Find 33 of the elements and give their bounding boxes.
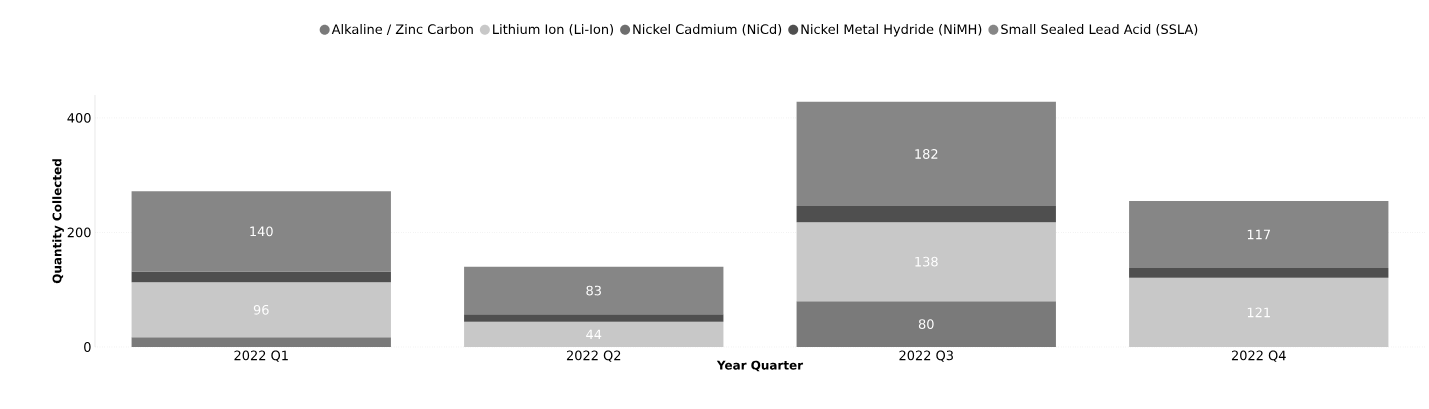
bar: [464, 266, 724, 315]
y-axis-title: Quantity Collected: [52, 159, 64, 284]
bar: [1129, 277, 1389, 347]
x-tick-label: 2022 Q2: [566, 350, 621, 362]
bar: [796, 222, 1056, 302]
x-tick-label: 2022 Q3: [899, 350, 953, 362]
bar: [796, 101, 1056, 207]
x-tick-label: 2022 Q1: [234, 350, 288, 362]
data-label: 117: [1247, 229, 1271, 240]
data-label: 140: [250, 226, 273, 237]
bar: [1129, 200, 1389, 268]
data-label: 80: [918, 319, 934, 329]
data-label: 182: [915, 149, 938, 159]
bar: [131, 337, 391, 347]
bar: [464, 314, 724, 322]
x-axis-title: Year Quarter: [716, 360, 804, 372]
legend-label: Small Sealed Lead Acid (SSLA): [1001, 24, 1198, 36]
bar: [796, 301, 1056, 347]
bar: [131, 282, 391, 338]
y-tick-label: 0: [84, 342, 91, 352]
bar: [131, 271, 391, 283]
bar: [796, 206, 1056, 223]
legend-label: Lithium Ion (Li-Ion): [493, 24, 614, 36]
y-tick-label: 400: [67, 113, 91, 123]
legend-label: Nickel Metal Hydride (NiMH): [801, 24, 982, 37]
x-tick-label: 2022 Q4: [1231, 350, 1286, 362]
legend-label: Alkaline / Zinc Carbon: [331, 24, 473, 36]
bar: [1129, 267, 1389, 278]
data-label: 83: [586, 285, 601, 296]
y-tick-label: 200: [67, 227, 91, 238]
bar: [464, 321, 724, 347]
legend-label: Nickel Cadmium (NiCd): [633, 24, 782, 36]
bar: [131, 191, 391, 272]
